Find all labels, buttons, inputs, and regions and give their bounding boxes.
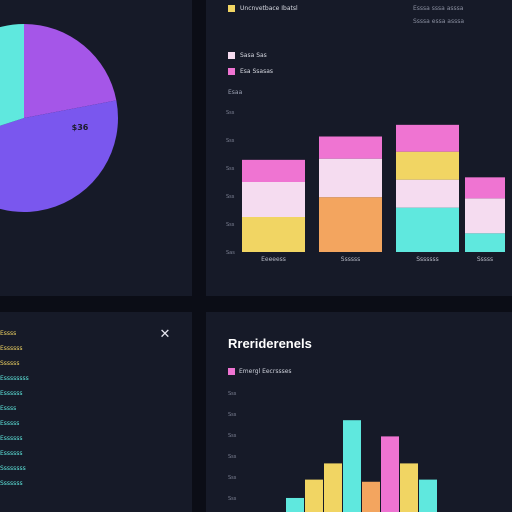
bar xyxy=(362,481,380,512)
y-tick-label: Sss xyxy=(228,496,237,502)
bar-segment xyxy=(242,182,305,217)
legend-label: Sasa Sas xyxy=(240,52,267,59)
y-tick-label: Sas xyxy=(226,250,235,256)
list-panel xyxy=(0,312,192,512)
bar xyxy=(419,479,437,512)
bar-segment xyxy=(396,179,459,208)
list-item: Essssss xyxy=(0,390,23,397)
list-item: Essss xyxy=(0,330,17,337)
x-tick-label: Sssssss xyxy=(416,256,439,263)
legend-label: Esa Ssasas xyxy=(240,68,274,75)
y-tick-label: Sss xyxy=(228,412,237,418)
pie-slice xyxy=(0,24,24,126)
bar-segment xyxy=(242,217,305,252)
axis-caption: Esaa xyxy=(228,89,243,96)
x-tick-label: Sssss xyxy=(477,256,493,263)
y-tick-label: Sss xyxy=(228,454,237,460)
y-tick-label: Sss xyxy=(228,475,237,481)
bar-segment xyxy=(465,198,505,234)
y-tick-label: Sss xyxy=(228,391,237,397)
x-tick-label: Eeeeess xyxy=(261,256,286,263)
pie-slice xyxy=(24,24,117,118)
list-item: Essssssss xyxy=(0,375,29,382)
bar xyxy=(305,479,323,512)
legend-item: Sasa Sas xyxy=(228,52,267,59)
list-item: Ssssss xyxy=(0,360,20,367)
bar-segment xyxy=(319,158,382,198)
bar xyxy=(381,436,399,512)
legend-swatch xyxy=(228,5,235,12)
legend-label: Emergl Eecrssses xyxy=(239,368,292,375)
y-tick-label: Sss xyxy=(226,194,235,200)
list-item: Esssss xyxy=(0,420,20,427)
bar xyxy=(324,463,342,512)
list-item: Ssssssss xyxy=(0,465,26,472)
bar-segment xyxy=(465,233,505,252)
bar-chart: Sss Sss Sss Sss Sss Sss xyxy=(228,391,437,512)
bar-segment xyxy=(242,159,305,182)
legend-swatch xyxy=(228,368,235,375)
stacked-bar-chart: Sas Sss Sss Sss Sss Sss Eeeeess Ssssss Sssssss Ss… xyxy=(226,110,505,263)
list-item: Essssss xyxy=(0,435,23,442)
bar-segment xyxy=(396,124,459,152)
y-tick-label: Sss xyxy=(226,110,235,116)
close-button[interactable]: ✕ xyxy=(158,328,172,342)
pie-center-label: $36 xyxy=(72,123,89,132)
list-item: Essss xyxy=(0,405,17,412)
y-tick-label: Sss xyxy=(226,166,235,172)
list-item: Sssssss xyxy=(0,480,23,487)
pie-panel: $36 xyxy=(0,0,192,296)
x-tick-label: Ssssss xyxy=(341,256,360,263)
legend-swatch xyxy=(228,68,235,75)
legend-swatch xyxy=(228,52,235,59)
bar-segment xyxy=(319,136,382,159)
legend-item: Esa Ssasas xyxy=(228,68,273,75)
header-text: Esssa sssa asssa xyxy=(413,5,464,12)
bar-segment xyxy=(319,197,382,252)
bar-segment xyxy=(465,177,505,199)
legend-item: Emergl Eecrssses xyxy=(228,368,292,375)
chart-title: Rreriderenels xyxy=(228,336,312,351)
bar xyxy=(286,497,304,512)
pie-slice xyxy=(0,100,118,213)
y-tick-label: Sss xyxy=(226,138,235,144)
stacked-bar-panel: Sas Sss Sss Sss Sss Sss Eeeeess Ssssss Sssssss Ss… xyxy=(206,0,512,296)
legend-item: Uncnvetbace Ibatsl xyxy=(228,5,298,12)
bar xyxy=(343,420,361,512)
list-item: Essssss xyxy=(0,345,23,352)
bar xyxy=(400,463,418,512)
header-text: Ssssa essa asssa xyxy=(413,18,465,25)
bar-segment xyxy=(396,151,459,180)
bar-segment xyxy=(396,207,459,252)
y-tick-label: Sss xyxy=(226,222,235,228)
close-icon: ✕ xyxy=(159,327,171,342)
y-tick-label: Sss xyxy=(228,433,237,439)
bar-panel: Sss Sss Sss Sss Sss Sss xyxy=(206,312,512,512)
pie-chart: $36 xyxy=(0,24,118,213)
list-item: Essssss xyxy=(0,450,23,457)
legend-label: Uncnvetbace Ibatsl xyxy=(240,5,298,12)
